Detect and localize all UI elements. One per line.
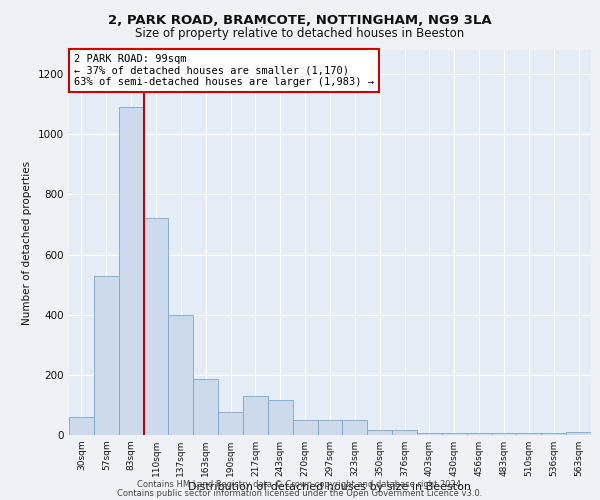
Bar — [517, 434, 541, 435]
Bar — [541, 434, 566, 435]
Text: Size of property relative to detached houses in Beeston: Size of property relative to detached ho… — [136, 28, 464, 40]
Bar — [491, 434, 517, 435]
Bar — [218, 412, 243, 435]
Bar — [94, 276, 119, 435]
Bar — [268, 400, 293, 435]
Text: 2 PARK ROAD: 99sqm
← 37% of detached houses are smaller (1,170)
63% of semi-deta: 2 PARK ROAD: 99sqm ← 37% of detached hou… — [74, 54, 374, 87]
Bar — [69, 417, 94, 435]
Y-axis label: Number of detached properties: Number of detached properties — [22, 160, 32, 324]
Bar — [193, 380, 218, 435]
Bar — [566, 432, 591, 435]
Bar — [392, 430, 417, 435]
Bar — [467, 434, 491, 435]
Bar — [442, 434, 467, 435]
Text: Contains public sector information licensed under the Open Government Licence v3: Contains public sector information licen… — [118, 488, 482, 498]
Bar — [317, 420, 343, 435]
Bar — [119, 107, 143, 435]
Bar — [243, 396, 268, 435]
Bar — [169, 314, 193, 435]
Text: Contains HM Land Registry data © Crown copyright and database right 2024.: Contains HM Land Registry data © Crown c… — [137, 480, 463, 489]
Bar — [417, 434, 442, 435]
Text: 2, PARK ROAD, BRAMCOTE, NOTTINGHAM, NG9 3LA: 2, PARK ROAD, BRAMCOTE, NOTTINGHAM, NG9 … — [108, 14, 492, 27]
Bar — [143, 218, 169, 435]
X-axis label: Distribution of detached houses by size in Beeston: Distribution of detached houses by size … — [188, 482, 472, 492]
Bar — [367, 430, 392, 435]
Bar — [343, 420, 367, 435]
Bar — [293, 420, 317, 435]
